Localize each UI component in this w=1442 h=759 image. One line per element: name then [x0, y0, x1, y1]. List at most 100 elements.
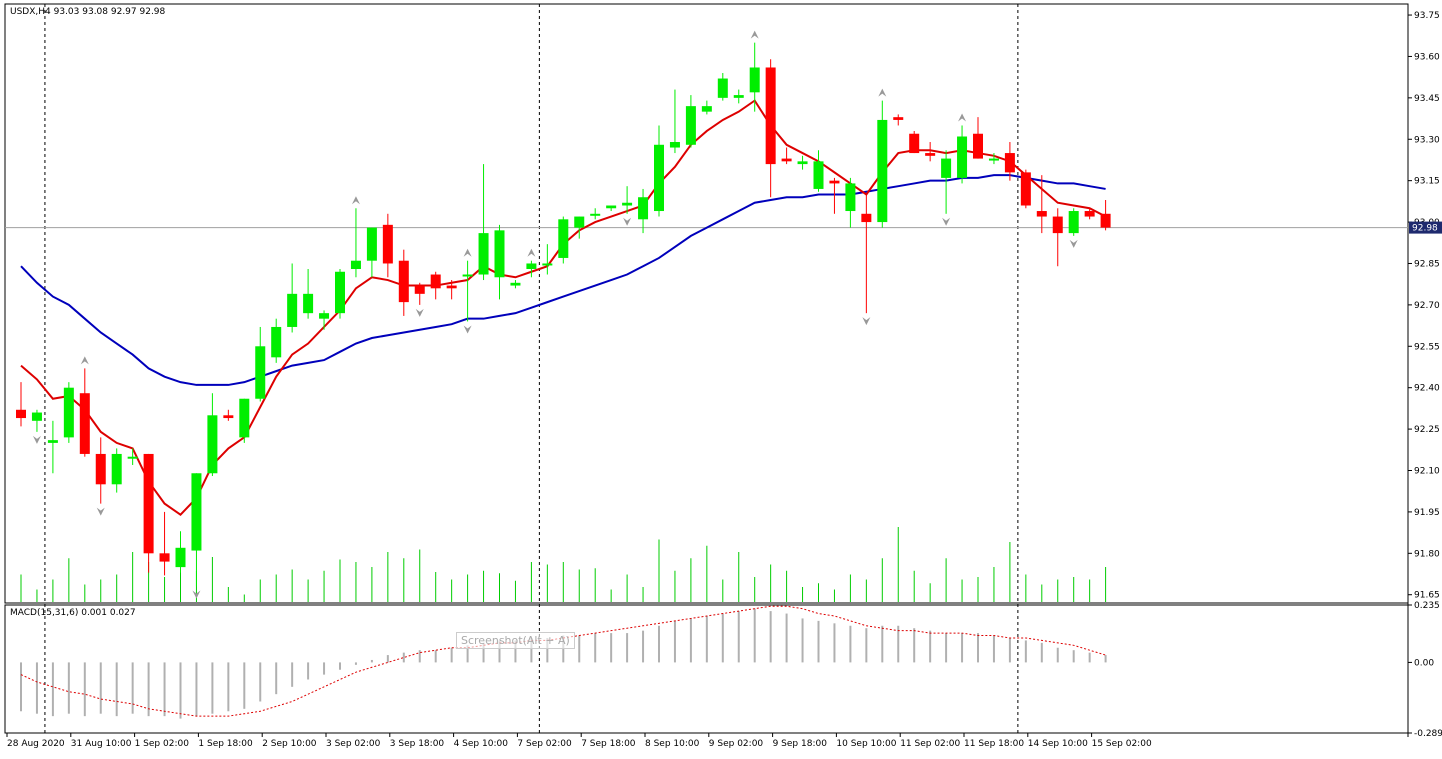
- candle-body-bull: [558, 219, 569, 258]
- candle-body-bull: [701, 106, 712, 112]
- candle-body-bull: [255, 346, 266, 399]
- time-tick-label: 9 Sep 02:00: [709, 739, 764, 749]
- time-tick-label: 1 Sep 02:00: [135, 739, 190, 749]
- candle-body-bear: [446, 285, 457, 289]
- fractal-up-icon: [750, 30, 759, 39]
- time-tick-label: 7 Sep 02:00: [517, 739, 572, 749]
- candle-body-bull: [1068, 211, 1079, 234]
- candle-body-bull: [478, 233, 489, 275]
- candle-body-bear: [1004, 153, 1015, 173]
- candle-body-bull: [303, 293, 314, 314]
- candle-body-bull: [239, 398, 250, 438]
- time-tick-label: 8 Sep 10:00: [645, 739, 700, 749]
- time-tick-label: 3 Sep 02:00: [326, 739, 381, 749]
- price-tick-label: 92.55: [1414, 342, 1440, 352]
- slow-ma-line: [20, 174, 1106, 386]
- candle-body-bull: [271, 326, 282, 358]
- price-tick-label: 91.80: [1414, 549, 1440, 559]
- macd-tick-label: 0.00: [1414, 658, 1434, 668]
- fractal-up-icon: [351, 196, 360, 205]
- candle-body-bull: [207, 415, 218, 474]
- candle-body-bull: [31, 412, 42, 421]
- candle-body-bull: [622, 202, 633, 206]
- fractal-down-icon: [192, 590, 201, 599]
- candle-body-bull: [988, 158, 999, 161]
- candle-body-bear: [1052, 216, 1063, 234]
- candle-body-bear: [925, 153, 936, 156]
- fractal-down-icon: [463, 325, 472, 334]
- candle-body-bear: [781, 158, 792, 162]
- candle-body-bear: [1100, 213, 1111, 228]
- time-tick-label: 7 Sep 18:00: [581, 739, 636, 749]
- fractal-up-icon: [463, 248, 472, 257]
- candle-body-bear: [414, 285, 425, 294]
- time-tick-label: 3 Sep 18:00: [390, 739, 445, 749]
- fractal-up-icon: [878, 88, 887, 97]
- time-tick-label: 14 Sep 10:00: [1028, 739, 1088, 749]
- candle-body-bull: [606, 205, 617, 209]
- candle-body-bull: [638, 197, 649, 220]
- candle-body-bear: [829, 180, 840, 184]
- candle-body-bull: [733, 95, 744, 98]
- fractal-up-icon: [958, 113, 967, 122]
- time-tick-label: 15 Sep 02:00: [1092, 739, 1152, 749]
- price-tick-label: 91.95: [1414, 508, 1440, 518]
- price-tick-label: 92.85: [1414, 259, 1440, 269]
- candle-body-bull: [877, 119, 888, 223]
- time-tick-label: 11 Sep 02:00: [900, 739, 960, 749]
- candle-body-bear: [382, 224, 393, 264]
- candle-body-bull: [797, 161, 808, 165]
- fractal-down-icon: [862, 317, 871, 326]
- price-tick-label: 92.40: [1414, 384, 1440, 394]
- candle-body-bear: [909, 133, 920, 154]
- macd-header: MACD(15,31,6) 0.001 0.027: [10, 608, 136, 618]
- candle-body-bull: [957, 136, 968, 178]
- macd-tick-label: 0.235: [1414, 601, 1440, 611]
- fractal-down-icon: [32, 435, 41, 444]
- fractal-down-icon: [623, 217, 632, 226]
- price-tick-label: 93.60: [1414, 52, 1440, 62]
- time-tick-label: 31 Aug 10:00: [71, 739, 132, 749]
- screenshot-watermark: Screenshot(Alt + A): [456, 632, 575, 649]
- candle-body-bull: [526, 263, 537, 269]
- candle-body-bear: [223, 415, 234, 419]
- candle-body-bear: [430, 274, 441, 289]
- fractal-down-icon: [415, 308, 424, 317]
- candle-body-bull: [717, 78, 728, 98]
- candle-body-bull: [813, 161, 824, 189]
- candle-body-bull: [494, 230, 505, 278]
- candle-body-bear: [1084, 211, 1095, 217]
- candle-body-bull: [654, 144, 664, 212]
- candle-body-bear: [765, 67, 776, 165]
- candle-body-bull: [175, 547, 186, 568]
- fractal-down-icon: [1069, 239, 1078, 248]
- candle-body-bear: [1036, 211, 1047, 217]
- price-tick-label: 93.30: [1414, 135, 1440, 145]
- candle-body-bear: [79, 393, 90, 454]
- candle-body-bull: [669, 142, 680, 148]
- candle-body-bull: [111, 453, 122, 485]
- candle-body-bull: [510, 282, 521, 286]
- symbol-header: USDX,H4 93.03 93.08 92.97 92.98: [10, 7, 166, 17]
- candle-body-bear: [16, 409, 26, 419]
- macd-tick-label: -0.289: [1414, 729, 1442, 739]
- candle-body-bull: [366, 227, 377, 261]
- fractal-up-icon: [80, 356, 89, 365]
- price-tick-label: 92.70: [1414, 301, 1440, 311]
- current-price-label: 92.98: [1412, 224, 1438, 234]
- candle-body-bull: [845, 183, 856, 212]
- candle-body-bear: [95, 453, 106, 485]
- fractal-up-icon: [527, 248, 536, 257]
- candle-body-bear: [893, 117, 904, 120]
- candle-body-bull: [63, 387, 74, 438]
- price-tick-label: 93.15: [1414, 177, 1440, 187]
- price-tick-label: 92.10: [1414, 467, 1440, 477]
- time-tick-label: 9 Sep 18:00: [773, 739, 828, 749]
- price-tick-label: 93.75: [1414, 11, 1440, 21]
- candle-body-bull: [941, 158, 952, 178]
- candle-body-bull: [127, 456, 138, 459]
- price-tick-label: 93.45: [1414, 94, 1440, 104]
- candle-body-bear: [159, 553, 170, 562]
